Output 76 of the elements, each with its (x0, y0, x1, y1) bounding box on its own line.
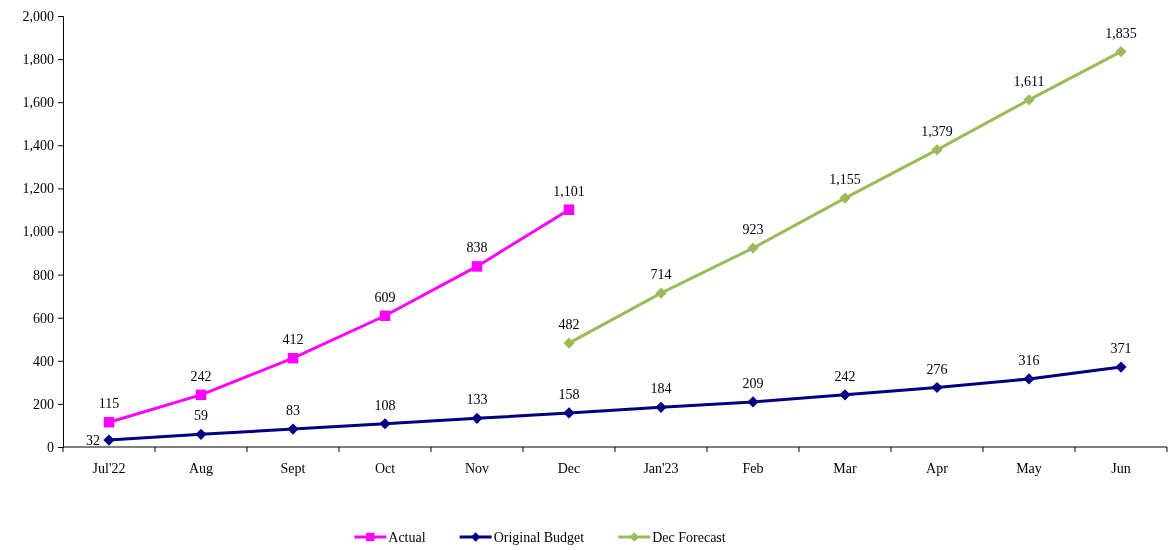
data-label: 1,835 (1105, 25, 1137, 41)
y-tick-label: 1,000 (22, 224, 54, 240)
x-tick-label: Nov (464, 461, 490, 476)
x-tick-label: Sept (280, 461, 306, 476)
point (563, 337, 575, 349)
legend-label: Actual (388, 530, 426, 545)
point (103, 434, 115, 446)
point (655, 287, 667, 299)
point (931, 144, 943, 156)
point (563, 204, 575, 215)
data-label: 1,101 (553, 183, 585, 199)
point (103, 416, 115, 428)
point (195, 428, 207, 440)
point (1115, 361, 1127, 373)
data-label: 412 (282, 332, 304, 348)
data-label: 59 (194, 408, 208, 424)
y-tick-label: 0 (47, 439, 54, 455)
data-label: 1,611 (1013, 73, 1045, 89)
y-tick-label: 400 (33, 353, 54, 369)
data-label: 158 (558, 386, 580, 402)
data-label: 609 (374, 289, 396, 305)
x-tick-label: Dec (557, 461, 581, 476)
data-label: 482 (558, 317, 580, 333)
data-label: 1,155 (829, 172, 861, 188)
point (839, 192, 851, 204)
data-label: 115 (98, 396, 120, 412)
data-label: 1,379 (921, 123, 953, 139)
data-label: 32 (86, 433, 100, 449)
data-label: 276 (926, 361, 948, 377)
y-tick-label: 200 (33, 396, 54, 412)
data-label: 108 (374, 397, 396, 413)
point (747, 396, 759, 408)
data-label: 371 (1110, 341, 1132, 357)
data-label: 83 (286, 403, 300, 419)
y-tick-label: 1,200 (22, 181, 54, 197)
data-label: 242 (834, 368, 856, 384)
point (471, 261, 483, 272)
point (655, 401, 667, 413)
point (471, 412, 483, 424)
point (1023, 373, 1035, 385)
x-tick-label: Mar (833, 461, 857, 476)
y-tick-label: 1,400 (22, 138, 54, 154)
point (287, 423, 299, 435)
x-tick-label: Oct (374, 461, 396, 476)
data-label: 133 (466, 392, 488, 408)
point (1115, 45, 1127, 58)
x-tick-label: Jul'22 (92, 461, 126, 476)
data-label: 923 (742, 222, 764, 238)
y-tick-label: 800 (33, 267, 54, 283)
data-label: 242 (190, 368, 212, 384)
x-tick-label: Feb (742, 461, 764, 476)
point (287, 352, 299, 364)
x-tick-label: Jun (1111, 461, 1131, 476)
point (563, 407, 575, 419)
data-label: 838 (466, 240, 488, 256)
point (195, 389, 207, 401)
legend-label: Original Budget (493, 530, 585, 545)
point (1023, 94, 1035, 106)
point (747, 242, 759, 254)
y-tick-label: 1,800 (22, 52, 54, 68)
data-label: 714 (650, 267, 672, 283)
point (379, 418, 391, 430)
y-tick-label: 600 (33, 310, 54, 326)
x-tick-label: May (1016, 461, 1042, 476)
x-tick-label: Apr (926, 461, 949, 476)
data-label: 184 (650, 381, 672, 397)
point (379, 310, 391, 321)
data-label: 209 (742, 375, 764, 391)
y-tick-label: 1,600 (22, 95, 54, 111)
y-tick-label: 2,000 (22, 8, 54, 24)
legend-label: Dec Forecast (652, 530, 726, 545)
x-tick-label: Aug (188, 461, 214, 476)
point (839, 389, 851, 401)
point (931, 381, 943, 394)
x-tick-label: Jan'23 (643, 461, 679, 476)
data-label: 316 (1018, 352, 1040, 368)
